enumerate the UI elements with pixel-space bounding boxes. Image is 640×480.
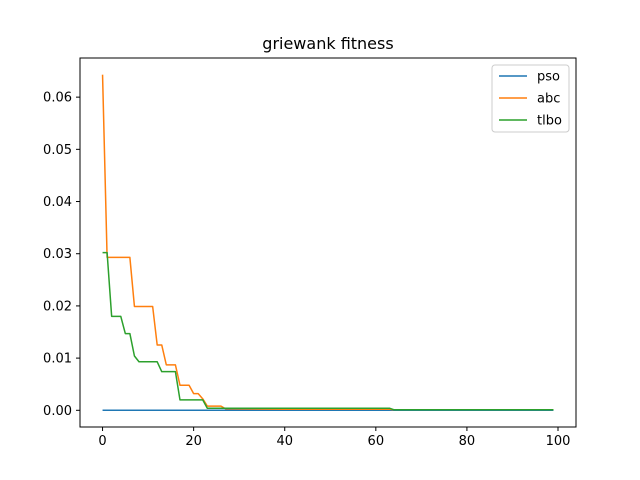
y-tick-label: 0.00 [43, 404, 72, 419]
x-tick-label: 100 [546, 434, 571, 449]
legend-box [491, 64, 570, 133]
chart-title: griewank fitness [262, 34, 393, 53]
y-axis: 0.00 0.01 0.02 0.03 0.04 0.05 0.06 [43, 91, 80, 419]
y-tick-label: 0.02 [43, 299, 72, 314]
x-tick-label: 40 [276, 434, 293, 449]
y-tick-label: 0.01 [43, 352, 72, 367]
x-axis: 0 20 40 60 80 100 [98, 427, 570, 449]
legend-label-abc: abc [537, 92, 560, 107]
x-tick-label: 80 [459, 434, 476, 449]
plot-lines [101, 74, 554, 412]
plot-frame [79, 57, 577, 428]
y-tick-label: 0.05 [43, 143, 72, 158]
x-tick-label: 60 [368, 434, 385, 449]
y-tick-label: 0.04 [43, 195, 72, 210]
x-tick-label: 20 [185, 434, 202, 449]
y-tick-label: 0.03 [43, 247, 72, 262]
legend-label-pso: pso [537, 70, 560, 85]
legend: pso abc tlbo [491, 64, 570, 133]
x-tick-label: 0 [98, 434, 106, 449]
series-line-abc [101, 74, 554, 411]
series-line-tlbo [102, 251, 554, 411]
legend-label-tlbo: tlbo [537, 114, 562, 129]
y-tick-label: 0.06 [43, 91, 72, 106]
